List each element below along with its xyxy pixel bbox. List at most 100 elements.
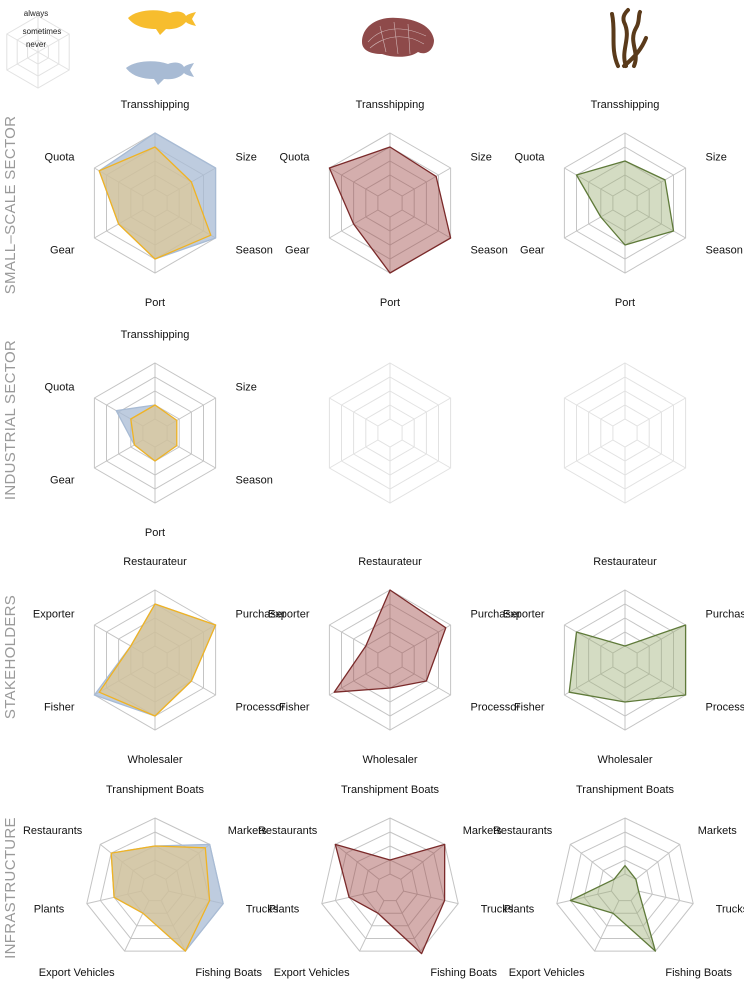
grid-spoke	[401, 624, 451, 654]
row-title-industrial: INDUSTRIAL SECTOR	[2, 340, 19, 500]
grid-spoke	[636, 167, 686, 197]
axis-label: Season	[236, 245, 273, 257]
axis-label: Purchaser	[236, 609, 286, 621]
axis-label: Exporter	[503, 609, 545, 621]
grid-spoke	[401, 167, 451, 197]
series-area-green	[575, 160, 675, 246]
grid-spoke	[636, 397, 686, 427]
grid-spoke	[564, 397, 614, 427]
axis-label: Restaurants	[493, 825, 553, 837]
grid-spoke	[564, 209, 614, 239]
axis-label: Plants	[269, 904, 300, 916]
axis-label: Size	[236, 382, 257, 394]
axis-label: Quota	[45, 152, 76, 164]
grid-ring	[556, 817, 694, 952]
axis-label: Fishing Boats	[665, 967, 732, 979]
grid-spoke	[569, 843, 615, 880]
axis-label: Plants	[34, 904, 65, 916]
grid-spoke	[359, 900, 385, 952]
series-area-green	[568, 624, 687, 703]
seaweed-icon	[610, 8, 648, 68]
axis-label: Restaurants	[23, 825, 83, 837]
legend-level-always: always	[24, 9, 48, 18]
axis-label: Processor	[471, 702, 521, 714]
row-title-stakeholders: STAKEHOLDERS	[2, 595, 19, 719]
axis-label: Quota	[45, 382, 76, 394]
grid-spoke	[564, 167, 614, 197]
series-area-yellow	[130, 404, 178, 462]
axis-label: Wholesaler	[597, 754, 652, 766]
radar-chart-r3-c2: Transhipment Boats Markets Trucks Fishing B…	[493, 784, 744, 979]
axis-label: Size	[236, 152, 257, 164]
axis-label: Port	[145, 527, 165, 539]
grid-spoke	[564, 624, 614, 654]
axis-label: Exporter	[33, 609, 75, 621]
axis-label: Trucks	[246, 904, 279, 916]
axis-label: Processor	[236, 702, 286, 714]
grid-ring	[348, 845, 432, 927]
grid-spoke	[401, 397, 451, 427]
row-title-infrastructure: INFRASTRUCTURE	[2, 817, 19, 959]
grid-ring	[321, 817, 459, 952]
grid-spoke	[636, 209, 686, 239]
axis-label: Restaurateur	[593, 556, 657, 568]
axis-label: Purchaser	[471, 609, 521, 621]
grid-spoke	[636, 439, 686, 469]
series-area-red	[334, 843, 446, 955]
grid-spoke	[329, 624, 379, 654]
grid-ring	[597, 859, 653, 914]
grid-ring	[334, 831, 446, 939]
legend-spoke	[6, 51, 39, 71]
series-area-yellow	[98, 146, 212, 260]
row-title-small-scale: SMALL–SCALE SECTOR	[2, 116, 19, 295]
axis-label: Season	[706, 245, 743, 257]
grid-ring	[583, 845, 667, 927]
series-area-yellow	[110, 845, 211, 952]
grid-spoke	[630, 900, 656, 952]
grid-spoke	[329, 397, 379, 427]
legend-radar: always sometimes never	[6, 9, 70, 89]
grid-spoke	[329, 167, 379, 197]
fish-icon	[126, 61, 194, 85]
axis-label: Markets	[228, 825, 268, 837]
axis-label: Export Vehicles	[274, 967, 350, 979]
axis-label: Port	[380, 297, 400, 309]
grid-spoke	[636, 666, 686, 696]
grid-spoke	[401, 439, 451, 469]
axis-label: Gear	[285, 245, 310, 257]
axis-label: Fisher	[279, 702, 310, 714]
axis-label: Quota	[515, 152, 546, 164]
axis-label: Trucks	[481, 904, 514, 916]
axis-label: Season	[471, 245, 508, 257]
axis-label: Transshipping	[121, 99, 190, 111]
axis-label: Export Vehicles	[509, 967, 585, 979]
axis-label: Trucks	[716, 904, 744, 916]
radar-chart-r1-c2	[563, 362, 687, 504]
axis-label: Export Vehicles	[39, 967, 115, 979]
grid-spoke	[329, 666, 379, 696]
grid-spoke	[403, 890, 459, 905]
axis-label: Port	[615, 297, 635, 309]
axis-label: Size	[471, 152, 492, 164]
series-area-red	[328, 146, 452, 274]
grid-ring	[375, 873, 405, 902]
radar-chart-r0-c0: Transshipping Size Season Port Gear Quota	[45, 99, 273, 309]
axis-label: Transhipment Boats	[576, 784, 675, 796]
axis-label: Transshipping	[356, 99, 425, 111]
axis-label: Restaurants	[258, 825, 318, 837]
grid-spoke	[400, 843, 446, 880]
grid-ring	[377, 418, 403, 448]
radar-chart-r2-c0: Restaurateur Purchaser Processor Wholesaler…	[33, 556, 286, 766]
legend-level-never: never	[26, 40, 46, 49]
radar-chart-r3-c0: Transhipment Boats Markets Trucks Fishing B…	[23, 784, 279, 979]
radar-chart-r2-c1: Restaurateur Purchaser Processor Wholesaler…	[268, 556, 521, 766]
axis-label: Restaurateur	[358, 556, 422, 568]
grid-spoke	[395, 900, 421, 952]
legend-spoke	[37, 33, 70, 53]
axis-label: Markets	[463, 825, 503, 837]
radar-charts: Transshipping Size Season Port Gear Quota Tran…	[23, 99, 744, 979]
axis-label: Processor	[706, 702, 744, 714]
grid-spoke	[594, 900, 620, 952]
axis-label: Restaurateur	[123, 556, 187, 568]
